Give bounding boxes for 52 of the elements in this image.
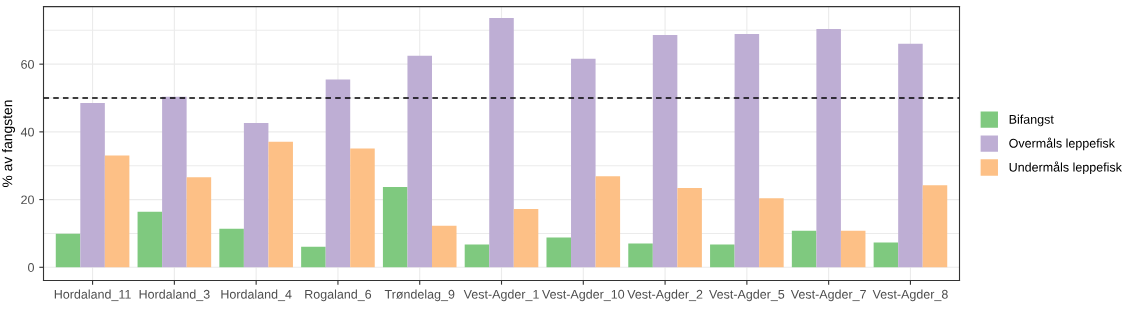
y-tick-label: 0	[28, 263, 34, 272]
y-tick-label: 40	[20, 127, 34, 137]
bar	[268, 141, 293, 268]
y-axis-title: % av fangsten	[2, 100, 16, 188]
bar	[325, 79, 351, 268]
bar	[350, 148, 375, 268]
bar	[243, 123, 269, 268]
bar	[840, 230, 866, 268]
bar	[407, 55, 432, 268]
bar	[301, 246, 326, 268]
bar	[513, 209, 539, 268]
bar	[546, 237, 572, 268]
bar	[431, 225, 457, 268]
bar	[80, 103, 105, 268]
bar	[898, 43, 923, 268]
bar	[219, 228, 244, 268]
bar	[595, 176, 621, 268]
x-tick-label: Vest-Agder_1	[463, 289, 539, 302]
x-tick-label: Rogaland_6	[305, 289, 372, 302]
x-tick-label: Hordaland_4	[221, 289, 292, 302]
x-tick-label: Vest-Agder_7	[790, 289, 866, 302]
bar	[873, 242, 899, 268]
x-tick-label: Vest-Agder_2	[627, 289, 703, 302]
x-tick-label: Vest-Agder_5	[709, 289, 785, 302]
x-tick-label: Trøndelag_9	[384, 289, 455, 302]
bar	[816, 28, 841, 268]
bar	[652, 35, 678, 268]
bar	[104, 155, 130, 268]
bar	[759, 198, 784, 268]
bar	[677, 188, 702, 268]
bar	[382, 187, 408, 268]
y-tick-label: 60	[21, 59, 34, 69]
x-tick-label: Vest-Agder_10	[542, 289, 625, 302]
x-tick-label: Hordaland_11	[54, 289, 131, 302]
legend-label: Overmåls leppefisk	[1009, 137, 1115, 151]
bar	[571, 58, 596, 268]
bar	[922, 185, 948, 268]
legend-label: Undermåls leppefisk	[1009, 161, 1122, 175]
bar	[55, 233, 81, 268]
legend-label: Bifangst	[1009, 114, 1054, 127]
bar	[791, 230, 817, 268]
bar	[186, 177, 212, 268]
y-tick-label: 20	[21, 195, 34, 205]
bar	[489, 18, 514, 268]
bar	[137, 211, 163, 268]
bar	[710, 244, 735, 268]
bar	[628, 243, 653, 268]
x-tick-label: Hordaland_3	[139, 289, 210, 302]
bar	[464, 244, 490, 268]
x-tick-label: Vest-Agder_8	[872, 289, 948, 302]
bar	[734, 34, 760, 268]
bar	[162, 96, 187, 268]
